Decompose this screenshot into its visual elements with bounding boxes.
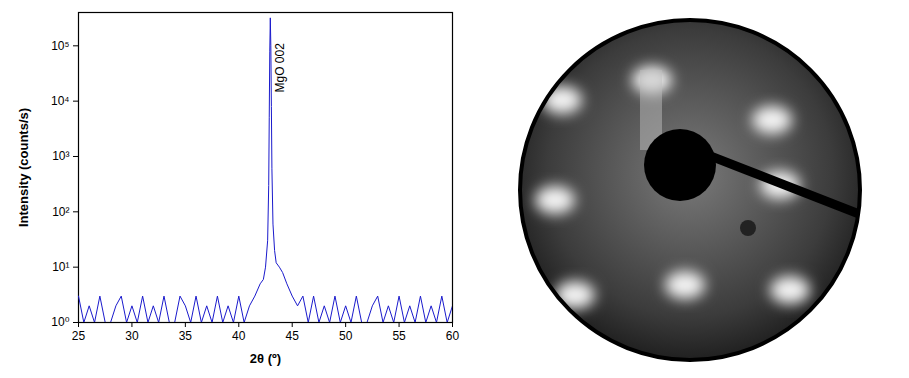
svg-text:35: 35 xyxy=(179,329,193,343)
svg-text:10⁵: 10⁵ xyxy=(51,39,69,53)
svg-text:MgO 002: MgO 002 xyxy=(273,43,287,93)
svg-text:10³: 10³ xyxy=(52,149,69,163)
svg-text:Intensity (counts/s): Intensity (counts/s) xyxy=(16,108,31,227)
svg-text:60: 60 xyxy=(446,329,460,343)
svg-text:45: 45 xyxy=(286,329,300,343)
svg-text:25: 25 xyxy=(72,329,86,343)
svg-text:10⁴: 10⁴ xyxy=(51,94,70,108)
svg-text:10⁰: 10⁰ xyxy=(51,315,69,329)
svg-text:50: 50 xyxy=(339,329,353,343)
svg-text:10²: 10² xyxy=(52,205,69,219)
svg-text:55: 55 xyxy=(392,329,406,343)
svg-text:2θ (º): 2θ (º) xyxy=(250,351,281,366)
svg-text:40: 40 xyxy=(232,329,246,343)
svg-text:30: 30 xyxy=(125,329,139,343)
svg-text:10¹: 10¹ xyxy=(52,260,69,274)
